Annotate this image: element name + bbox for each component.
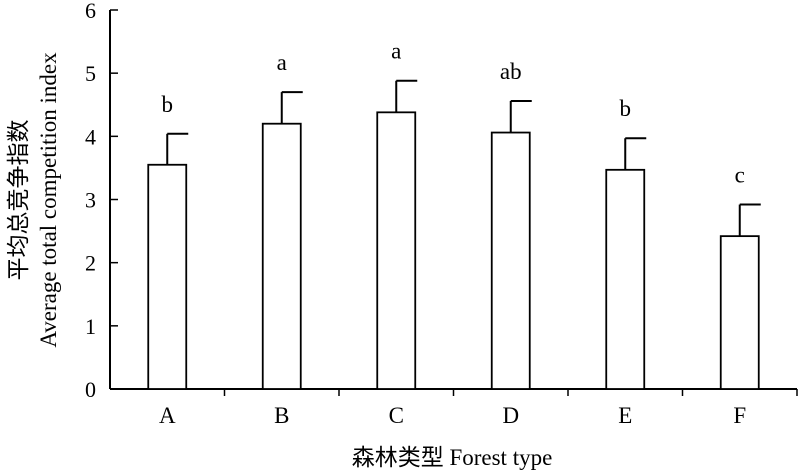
x-tick-label-A: A [159, 403, 176, 428]
bar-B [261, 122, 302, 390]
x-tick-label-E: E [618, 403, 632, 428]
significance-label-E: b [620, 96, 632, 121]
y-tick-label: 4 [85, 124, 96, 149]
bar-E [605, 168, 646, 390]
x-tick-label-B: B [274, 403, 289, 428]
y-tick-label: 6 [85, 0, 96, 23]
y-axis-title-cn: 平均总竞争指数 [6, 120, 31, 281]
y-tick-label: 5 [85, 61, 96, 86]
y-tick-label: 2 [85, 251, 96, 276]
x-axis-title: 森林类型 Forest type [352, 445, 553, 470]
x-tick-label-F: F [733, 403, 746, 428]
plot-area: 0 1 2 3 4 5 6 b Aa Ba Cab Db Ec F [85, 0, 798, 428]
y-axis-title-en: Average total competition index [36, 52, 61, 348]
y-tick-label: 3 [85, 188, 96, 213]
x-tick-label-D: D [502, 403, 519, 428]
significance-label-D: ab [500, 59, 522, 84]
y-tick-label: 0 [85, 377, 96, 402]
bar-D [490, 131, 531, 390]
bar-A [147, 163, 188, 390]
y-tick-label: 1 [85, 314, 96, 339]
significance-label-A: b [162, 92, 174, 117]
significance-label-F: c [735, 163, 745, 188]
y-axis-title: 平均总竞争指数 Average total competition index [6, 52, 61, 348]
x-tick-label-C: C [389, 403, 404, 428]
significance-label-C: a [391, 39, 401, 64]
significance-label-B: a [277, 50, 287, 75]
bar-F [719, 235, 760, 390]
bar-C [376, 111, 417, 390]
